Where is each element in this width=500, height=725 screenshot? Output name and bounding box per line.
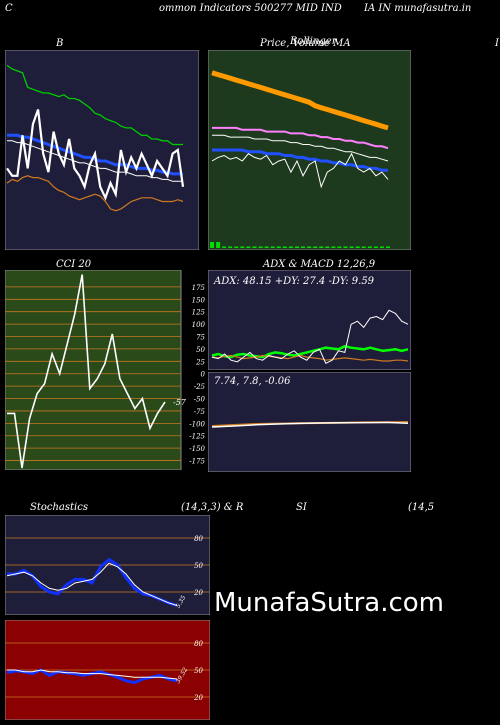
volume-bar xyxy=(246,246,251,248)
volume-bar xyxy=(367,246,372,248)
osc-tick-label: 80 xyxy=(194,535,203,543)
volume-bar xyxy=(252,246,257,248)
volume-bar xyxy=(276,246,281,248)
price-line xyxy=(211,152,389,189)
cci-background xyxy=(5,270,182,470)
bollinger-upper-ma-line xyxy=(6,64,183,146)
cci-tick-label: 25 xyxy=(195,358,205,366)
cci-tick-label: -75 xyxy=(194,408,206,416)
macd-chart: 7.74, 7.8, -0.06 xyxy=(208,372,411,472)
cci-tick-label: 75 xyxy=(196,334,205,342)
osc-tick-label: 80 xyxy=(194,640,203,648)
volume-bar xyxy=(222,246,227,248)
price-ma-orange-line xyxy=(211,70,389,131)
cci-tick-label: -25 xyxy=(194,383,206,391)
header-left: C xyxy=(5,3,13,14)
cci-tick-label: -125 xyxy=(189,433,205,441)
volume-bar xyxy=(355,246,360,248)
volume-bar xyxy=(301,246,305,248)
volume-bar xyxy=(319,246,324,248)
stoch-title: Stochastics xyxy=(30,502,88,513)
cci-tick-label: -150 xyxy=(189,445,205,453)
osc-signal-line xyxy=(6,562,178,606)
volume-bar xyxy=(264,246,269,248)
bollinger-middle-band-line xyxy=(7,140,183,182)
cci-tick-label: 175 xyxy=(192,284,206,292)
adx-readout: ADX: 48.15 +DY: 27.4 -DY: 9.59 xyxy=(213,276,375,287)
cci-tick-label: 0 xyxy=(201,371,206,379)
osc-tick-label: 50 xyxy=(194,562,203,570)
osc-tick-label: 20 xyxy=(193,589,203,597)
price-ma-pink-line xyxy=(212,126,389,150)
rsi-title: SI xyxy=(296,502,307,513)
volume-bar xyxy=(361,246,366,248)
macd-readout: 7.74, 7.8, -0.06 xyxy=(214,376,291,387)
header-right: IA IN munafasutra.in xyxy=(364,3,472,14)
osc-tick-label: 50 xyxy=(194,667,203,675)
osc-signal-line xyxy=(7,669,178,680)
volume-bar xyxy=(307,246,312,248)
cci-tick-label: -50 xyxy=(194,396,206,404)
bollinger-background xyxy=(5,50,199,250)
volume-bar xyxy=(210,242,214,248)
adx-line xyxy=(211,309,409,364)
volume-bar xyxy=(228,246,233,248)
price-ma-chart xyxy=(208,50,411,250)
volume-bar xyxy=(386,246,390,248)
volume-bar xyxy=(331,246,336,248)
cci-chart: 175 150 125 100 75 50 25 0 -25 -50 -75 -100 -125 -150… xyxy=(5,270,206,470)
volume-bar xyxy=(240,246,245,248)
far-right-title: I xyxy=(495,38,499,49)
cci-tick-label: 50 xyxy=(196,346,205,354)
volume-bar xyxy=(343,246,348,248)
price-ma-white-line xyxy=(212,134,389,162)
volume-bar xyxy=(234,246,239,248)
cci-last-value: -57 xyxy=(173,398,187,407)
volume-bar xyxy=(325,246,330,248)
cci-tick-label: -175 xyxy=(189,458,205,466)
adx-plus-di-line xyxy=(211,344,409,359)
cci-tick-label: 150 xyxy=(192,296,206,304)
cci-title: CCI 20 xyxy=(56,259,92,270)
header-middle: ommon Indicators 500277 MID IND xyxy=(159,3,342,14)
price-ma-blue-line xyxy=(212,148,388,172)
cci-tick-label: 100 xyxy=(192,321,206,329)
volume-bar xyxy=(258,246,263,248)
osc-tick-label: 20 xyxy=(193,694,203,702)
volume-bar xyxy=(295,246,299,248)
adx-minus-di-line xyxy=(211,354,409,362)
macd-line xyxy=(211,421,409,428)
volume-bar xyxy=(337,246,342,248)
volume-bar xyxy=(288,246,293,248)
price-ma-title: Price, Volume MA xyxy=(260,38,351,49)
bollinger-chart xyxy=(5,50,199,250)
bollinger-price-line xyxy=(6,109,185,201)
adx-chart: ADX: 48.15 +DY: 27.4 -DY: 9.59 xyxy=(208,270,411,370)
bollinger-lower-band-line xyxy=(6,175,184,212)
volume-bar xyxy=(270,246,275,248)
volume-bar xyxy=(373,246,378,248)
watermark: MunafaSutra.com xyxy=(214,588,445,618)
volume-bar xyxy=(282,246,287,248)
volume-bar xyxy=(216,242,221,248)
volume-bar xyxy=(313,246,318,248)
stoch-params: (14,3,3) & R xyxy=(181,502,244,513)
volume-bar xyxy=(349,246,354,248)
price-ma-title-overlap: Bollinger xyxy=(290,36,337,47)
adx-macd-title: ADX & MACD 12,26,9 xyxy=(263,259,376,270)
cci-tick-label: 125 xyxy=(192,309,206,317)
volume-bar xyxy=(379,246,384,248)
bollinger-title: B xyxy=(56,38,64,49)
osc-main-line xyxy=(7,557,178,607)
cci-line xyxy=(7,274,166,469)
cci-tick-label: -100 xyxy=(189,420,205,428)
rsi-params: (14,5 xyxy=(408,502,435,513)
